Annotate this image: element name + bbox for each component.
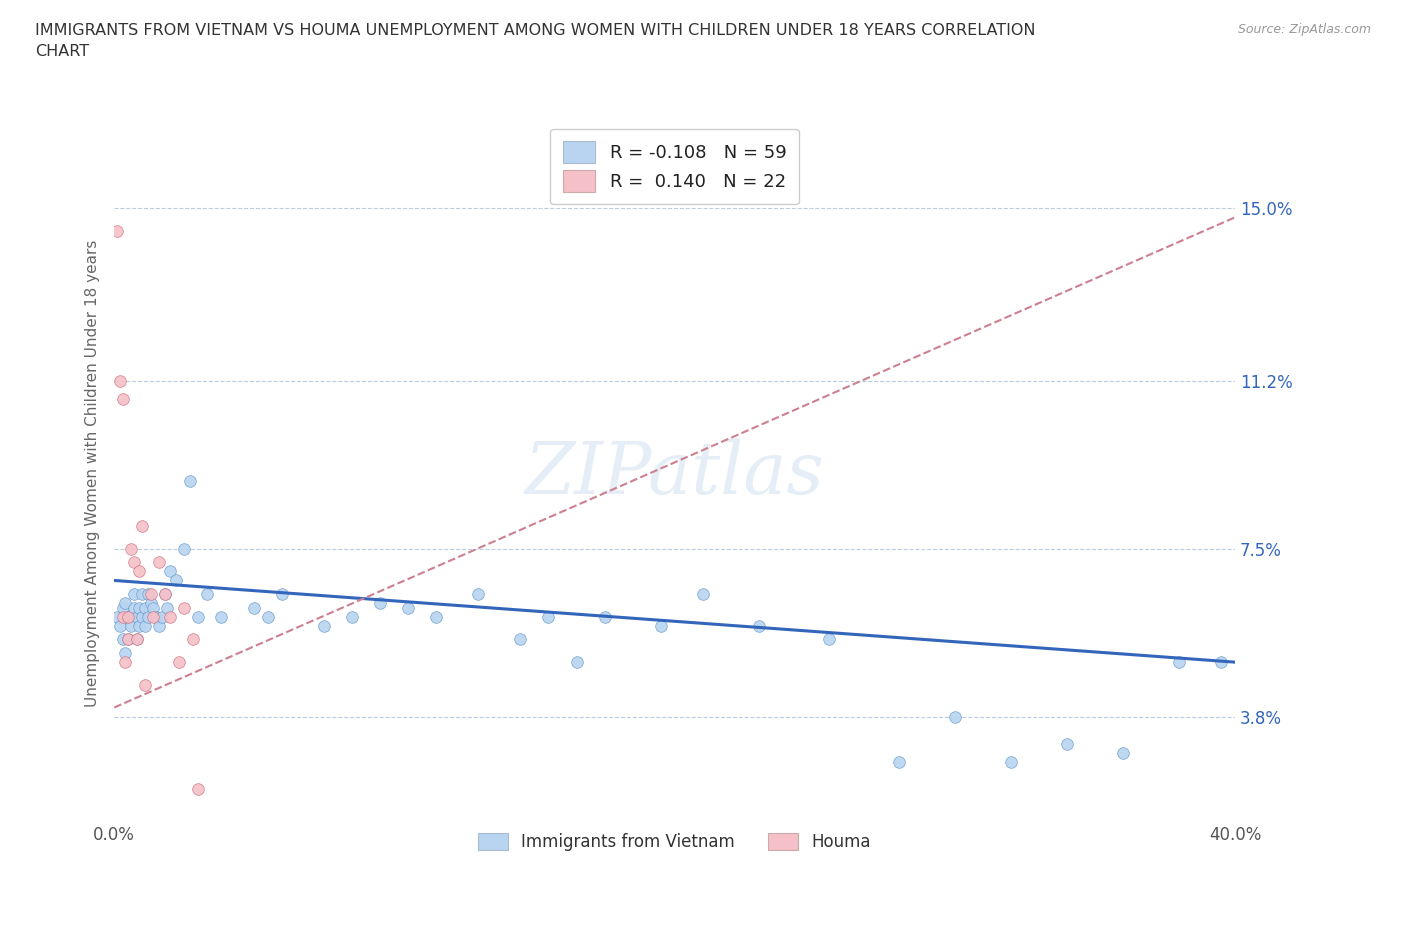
Point: [145, 609, 167, 624]
Point: [179, 473, 201, 488]
Point: [173, 541, 195, 556]
Point: [105, 223, 128, 238]
Point: [187, 782, 209, 797]
Point: [136, 609, 159, 624]
Point: [111, 600, 134, 615]
Point: [108, 373, 131, 388]
Point: [370, 596, 392, 611]
Text: ZIPatlas: ZIPatlas: [524, 439, 824, 509]
Point: [243, 600, 266, 615]
Point: [1209, 655, 1232, 670]
Point: [131, 609, 153, 624]
Point: [153, 587, 176, 602]
Point: [148, 555, 170, 570]
Point: [148, 618, 170, 633]
Point: [142, 600, 165, 615]
Point: [125, 632, 148, 647]
Point: [120, 541, 142, 556]
Point: [142, 609, 165, 624]
Point: [887, 754, 910, 769]
Point: [117, 609, 139, 624]
Point: [122, 555, 145, 570]
Point: [271, 587, 294, 602]
Point: [1056, 737, 1078, 751]
Point: [195, 587, 218, 602]
Point: [565, 655, 588, 670]
Point: [817, 632, 839, 647]
Point: [1112, 746, 1135, 761]
Point: [136, 587, 159, 602]
Point: [257, 609, 280, 624]
Point: [187, 609, 209, 624]
Text: Source: ZipAtlas.com: Source: ZipAtlas.com: [1237, 23, 1371, 36]
Point: [134, 618, 156, 633]
Point: [125, 609, 148, 624]
Point: [692, 587, 714, 602]
Point: [150, 609, 173, 624]
Point: [1000, 754, 1022, 769]
Point: [509, 632, 531, 647]
Point: [167, 655, 190, 670]
Legend: Immigrants from Vietnam, Houma: Immigrants from Vietnam, Houma: [471, 826, 877, 857]
Point: [114, 655, 136, 670]
Point: [134, 600, 156, 615]
Point: [114, 645, 136, 660]
Point: [425, 609, 447, 624]
Point: [139, 596, 162, 611]
Point: [748, 618, 770, 633]
Point: [111, 632, 134, 647]
Point: [181, 632, 204, 647]
Point: [537, 609, 560, 624]
Point: [153, 587, 176, 602]
Point: [467, 587, 489, 602]
Point: [593, 609, 616, 624]
Point: [120, 618, 142, 633]
Point: [117, 632, 139, 647]
Point: [209, 609, 232, 624]
Point: [943, 710, 966, 724]
Point: [131, 519, 153, 534]
Point: [125, 632, 148, 647]
Point: [650, 618, 672, 633]
Point: [159, 609, 181, 624]
Point: [173, 600, 195, 615]
Point: [105, 609, 128, 624]
Point: [156, 600, 179, 615]
Point: [122, 587, 145, 602]
Point: [1167, 655, 1189, 670]
Point: [117, 609, 139, 624]
Point: [159, 564, 181, 578]
Point: [114, 596, 136, 611]
Point: [128, 618, 150, 633]
Point: [165, 573, 187, 588]
Point: [111, 609, 134, 624]
Point: [128, 600, 150, 615]
Point: [342, 609, 364, 624]
Point: [134, 677, 156, 692]
Point: [108, 618, 131, 633]
Point: [117, 632, 139, 647]
Point: [111, 392, 134, 406]
Point: [314, 618, 336, 633]
Point: [396, 600, 419, 615]
Point: [139, 587, 162, 602]
Y-axis label: Unemployment Among Women with Children Under 18 years: Unemployment Among Women with Children U…: [86, 240, 100, 708]
Text: IMMIGRANTS FROM VIETNAM VS HOUMA UNEMPLOYMENT AMONG WOMEN WITH CHILDREN UNDER 18: IMMIGRANTS FROM VIETNAM VS HOUMA UNEMPLO…: [35, 23, 1036, 60]
Point: [131, 587, 153, 602]
Point: [122, 600, 145, 615]
Point: [128, 564, 150, 578]
